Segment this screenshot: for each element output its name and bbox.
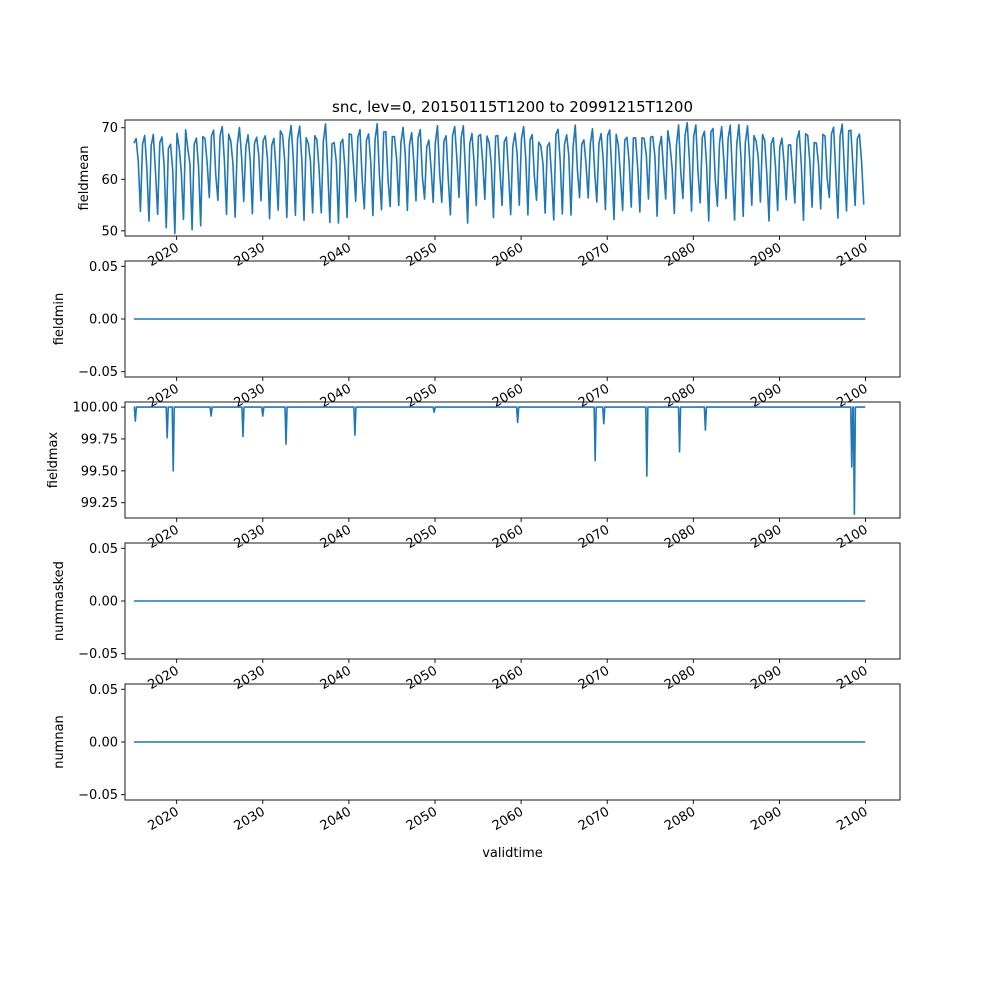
x-axis-label: validtime [482, 846, 543, 861]
y-tick-label-fieldmax: 99.50 [81, 464, 118, 479]
axes-frame-fieldmax [124, 401, 901, 519]
y-tick-label-numnan: 0.05 [89, 683, 118, 698]
y-tick-label-fieldmax: 99.25 [81, 496, 118, 511]
y-tick-label-numnan: 0.00 [89, 736, 118, 751]
y-tick-label-fieldmin: 0.00 [89, 313, 118, 328]
y-tick-label-numnan: −0.05 [78, 788, 118, 803]
y-axis-label-fieldmin: fieldmin [52, 293, 67, 346]
y-tick-label-nummasked: −0.05 [78, 647, 118, 662]
figure-title: snc, lev=0, 20150115T1200 to 20991215T12… [332, 98, 693, 116]
axes-frame-fieldmean [124, 119, 901, 237]
y-tick-label-fieldmax: 100.00 [73, 401, 119, 416]
y-tick-label-fieldmin: 0.05 [89, 260, 118, 275]
series-line-fieldmax [133, 406, 866, 515]
y-tick-label-nummasked: 0.00 [89, 595, 118, 610]
y-tick-label-fieldmean: 50 [101, 224, 118, 239]
y-axis-label-nummasked: nummasked [52, 561, 67, 641]
y-tick-label-nummasked: 0.05 [89, 542, 118, 557]
y-tick-label-fieldmax: 99.75 [81, 432, 118, 447]
y-tick-label-fieldmean: 70 [101, 121, 118, 136]
y-axis-label-numnan: numnan [52, 715, 67, 769]
series-line-fieldmean [133, 121, 865, 235]
y-tick-label-fieldmin: −0.05 [78, 365, 118, 380]
y-axis-label-fieldmax: fieldmax [46, 432, 61, 489]
y-tick-label-fieldmean: 60 [101, 173, 118, 188]
y-axis-label-fieldmean: fieldmean [77, 146, 92, 211]
